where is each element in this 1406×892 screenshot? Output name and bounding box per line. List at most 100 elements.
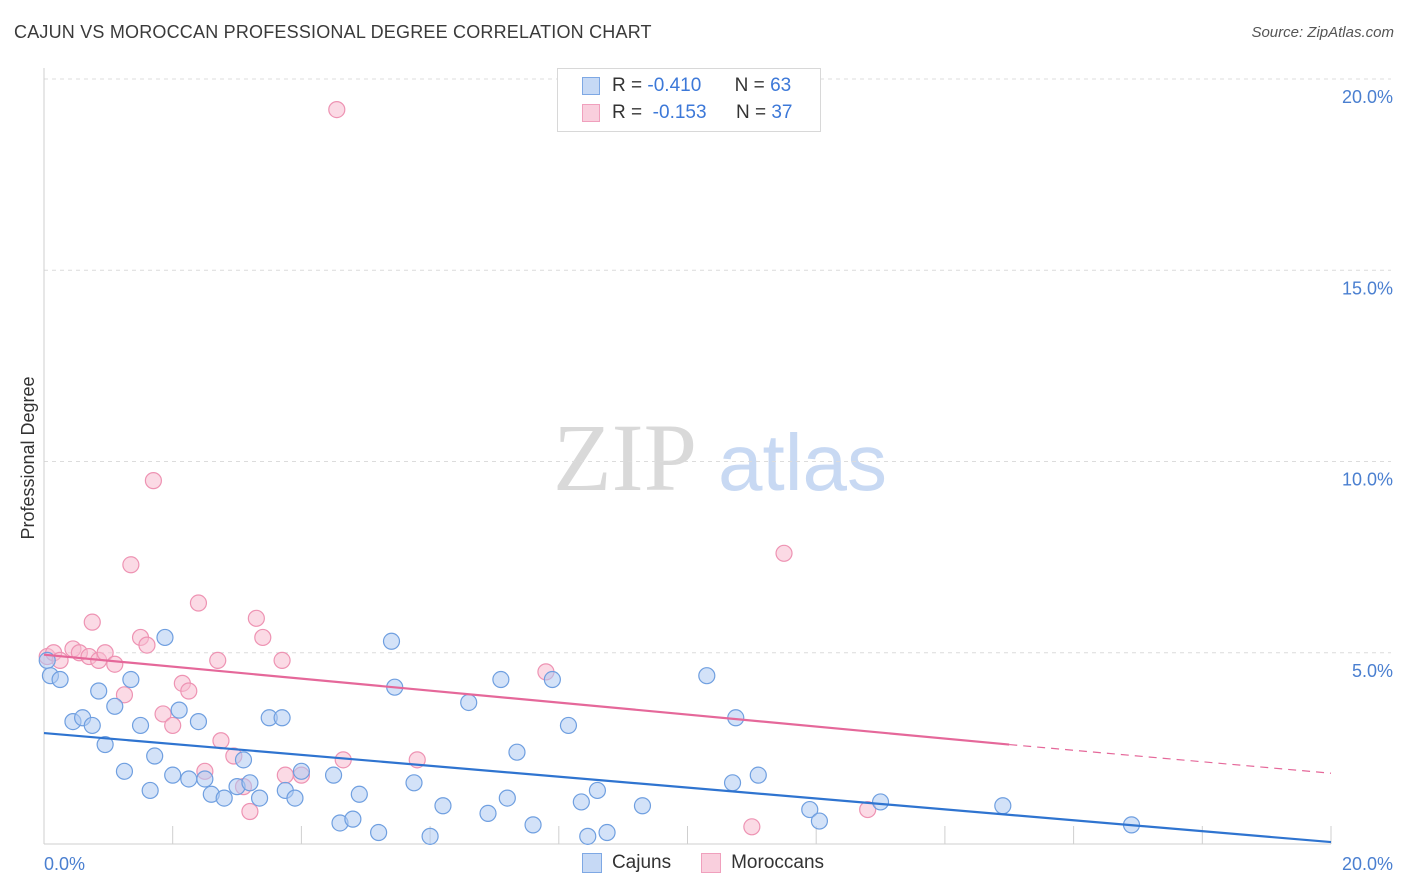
moroccan-point bbox=[122, 556, 140, 574]
cajun-point bbox=[382, 632, 401, 650]
moroccan-point bbox=[859, 800, 877, 819]
x-tick-label: 20.0% bbox=[1342, 854, 1393, 874]
stats-legend: R = -0.410 N = 63 R = -0.153 N = 37 bbox=[557, 68, 821, 132]
cajun-point bbox=[83, 716, 101, 735]
moroccan-point bbox=[241, 802, 259, 821]
cajun-point bbox=[241, 774, 259, 792]
cajun-point bbox=[572, 793, 590, 811]
legend-n-label: N = bbox=[735, 102, 767, 123]
chart-title: CAJUN VS MOROCCAN PROFESSIONAL DEGREE CO… bbox=[14, 22, 652, 42]
cajun-point bbox=[250, 789, 269, 807]
y-tick-label: 20.0% bbox=[1342, 87, 1393, 107]
watermark-zip: ZIP bbox=[553, 404, 697, 511]
cajun-point bbox=[492, 670, 510, 689]
cajun-point bbox=[559, 716, 578, 735]
cajun-point bbox=[189, 712, 208, 731]
legend-row-moroccans: R = -0.153 N = 37 bbox=[582, 102, 792, 124]
legend-item-moroccans: Moroccans bbox=[701, 852, 824, 874]
cajun-point bbox=[170, 701, 188, 719]
moroccan-point bbox=[164, 716, 182, 735]
cajun-point bbox=[871, 793, 890, 811]
cajun-point bbox=[51, 670, 69, 689]
cajun-point bbox=[196, 770, 214, 788]
cajun-point bbox=[723, 774, 742, 792]
cajun-point bbox=[324, 766, 343, 784]
tick-labels: 5.0% 10.0% 15.0% 20.0% 0.0% 20.0% bbox=[44, 87, 1393, 874]
cajun-point bbox=[96, 735, 114, 754]
cajun-point bbox=[234, 751, 253, 769]
cajun-point bbox=[479, 804, 497, 823]
y-tick-label: 5.0% bbox=[1352, 661, 1393, 681]
cajun-point bbox=[508, 743, 526, 761]
legend-r-label: R = bbox=[612, 102, 643, 123]
moroccan-point bbox=[775, 544, 793, 562]
moroccan-point bbox=[743, 818, 761, 836]
cajun-point bbox=[588, 781, 607, 800]
moroccan-point bbox=[276, 766, 294, 784]
cajun-point bbox=[350, 785, 368, 803]
moroccan-point bbox=[106, 655, 124, 673]
cajun-point bbox=[801, 800, 819, 819]
cajun-point bbox=[498, 789, 516, 807]
legend-row-cajuns: R = -0.410 N = 63 bbox=[582, 75, 791, 97]
cajun-point bbox=[370, 823, 388, 842]
cajun-point bbox=[994, 797, 1012, 815]
moroccan-point bbox=[180, 682, 198, 700]
y-tick-label: 15.0% bbox=[1342, 278, 1393, 298]
cajun-point bbox=[180, 770, 198, 788]
moroccan-point bbox=[209, 651, 227, 670]
cajun-point bbox=[90, 682, 108, 700]
cajun-point bbox=[698, 667, 716, 685]
cajun-point bbox=[292, 762, 310, 780]
cajun-point bbox=[106, 697, 124, 715]
cajun-point bbox=[286, 789, 304, 807]
moroccans-swatch bbox=[582, 104, 600, 122]
cajun-point bbox=[524, 816, 542, 834]
x-tick-label: 0.0% bbox=[44, 854, 85, 874]
moroccan-point bbox=[138, 636, 156, 654]
gridlines bbox=[44, 78, 1391, 654]
moroccan-point bbox=[273, 651, 291, 670]
cajun-point bbox=[421, 827, 439, 845]
legend-n-value: 37 bbox=[771, 102, 793, 123]
cajuns-legend-swatch bbox=[581, 853, 602, 873]
cajun-point bbox=[543, 670, 561, 689]
moroccan-point bbox=[115, 686, 134, 704]
cajuns-legend-label: Cajuns bbox=[611, 852, 672, 873]
cajun-point bbox=[633, 797, 652, 815]
legend-n-value: 63 bbox=[770, 75, 792, 96]
moroccan-point bbox=[154, 705, 172, 723]
watermark: ZIP atlas bbox=[553, 404, 887, 511]
cajun-point bbox=[215, 789, 233, 807]
cajun-point bbox=[122, 670, 140, 689]
cajuns-points bbox=[38, 628, 1141, 845]
cajuns-swatch bbox=[582, 77, 600, 95]
cajun-point bbox=[598, 823, 616, 842]
moroccan-point bbox=[212, 732, 230, 750]
cajun-point bbox=[141, 781, 159, 800]
moroccans-trend-extension bbox=[1009, 743, 1332, 774]
legend-r-value: -0.153 bbox=[652, 102, 707, 123]
trend-lines bbox=[43, 653, 1332, 844]
cajun-point bbox=[405, 774, 423, 792]
moroccan-point bbox=[83, 613, 101, 631]
cajun-point bbox=[273, 709, 291, 727]
watermark-atlas: atlas bbox=[718, 418, 887, 507]
moroccan-point bbox=[144, 472, 162, 490]
series-legend: Cajuns Moroccans bbox=[0, 852, 1406, 874]
legend-r-label: R = bbox=[612, 75, 643, 96]
cajun-point bbox=[749, 766, 767, 784]
cajun-point bbox=[579, 827, 597, 845]
cajun-point bbox=[434, 797, 452, 815]
legend-r-value: -0.410 bbox=[647, 75, 702, 96]
source-label: Source: ZipAtlas.com bbox=[1251, 24, 1394, 41]
cajun-point bbox=[146, 747, 164, 765]
cajuns-trend-line bbox=[43, 731, 1332, 844]
axes bbox=[43, 68, 1332, 845]
moroccan-point bbox=[328, 100, 346, 119]
moroccans-legend-label: Moroccans bbox=[731, 852, 825, 873]
cajun-point bbox=[810, 812, 829, 830]
moroccan-point bbox=[189, 594, 208, 612]
cajun-point bbox=[115, 762, 134, 780]
